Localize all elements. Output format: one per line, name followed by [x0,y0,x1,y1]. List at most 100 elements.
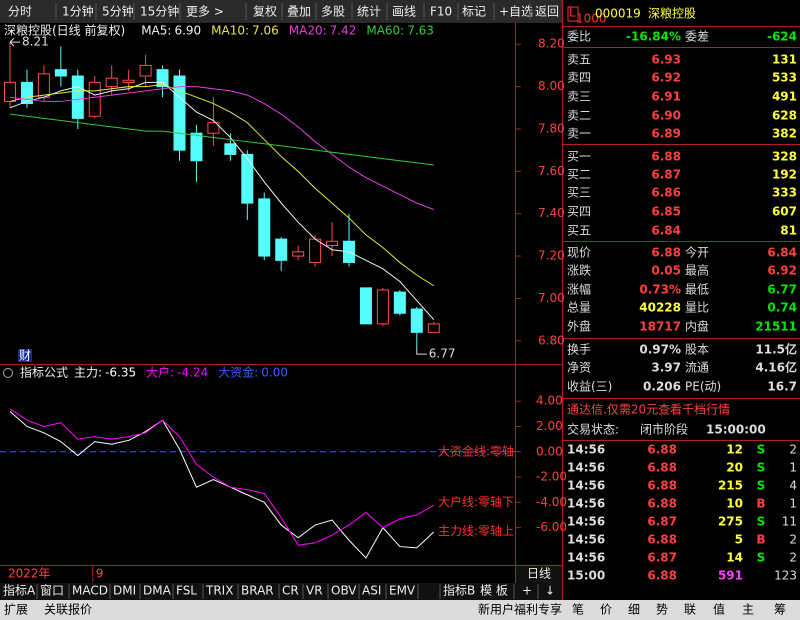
trade-side: S [757,461,766,475]
promo-link[interactable]: 新用户福利专享 [478,602,562,617]
indicator-value: -4.24 [177,366,208,380]
candle-body [207,122,220,134]
book-price: 6.89 [651,127,681,141]
trade-count: 1 [789,461,797,475]
trade-time: 14:56 [567,515,605,529]
indicator-tab[interactable]: CR [282,584,299,598]
y-tick-label: 8.20 [538,37,565,51]
indicator-note: 大资金线:零轴 [438,443,514,458]
field-value: 3.97 [651,361,681,375]
indicator-name: 主力: [74,366,102,380]
indicator-tab[interactable]: 窗口 [40,584,64,598]
toolbar-button[interactable]: 叠加 [287,5,311,19]
ma-name: MA20: [289,24,327,38]
toolbar-button[interactable]: 多股 [321,5,345,19]
annotation-arrow [9,37,20,47]
indicator-tab[interactable]: EMV [389,584,416,598]
marker-bg [18,349,32,362]
toolbar-button[interactable]: 1分钟 [62,4,94,19]
panel-button[interactable]: 笔 [572,602,584,617]
trade-time: 14:56 [567,461,605,475]
chart-title: 深粮控股(日线 前复权) [4,23,125,38]
toolbar-button[interactable]: 更多 > [186,5,224,19]
indicator-tab[interactable]: 指标B [443,583,475,598]
book-price: 6.85 [651,205,681,219]
field-label: 流通 [685,361,709,375]
bottom-tab[interactable]: 扩展 [4,603,28,617]
field-label: 委比 [567,30,591,44]
field-value: 4.16亿 [755,360,797,375]
period-button[interactable]: 日线 [527,567,551,581]
field-label: 现价 [567,246,591,260]
toolbar-button[interactable]: 标记 [462,5,486,19]
toolbar-button[interactable]: 统计 [357,5,381,19]
field-label: 换手 [567,343,591,357]
field-value: -624 [767,30,797,44]
book-volume: 131 [772,53,797,67]
field-label: 总量 [567,301,591,315]
candle-body [20,81,33,105]
promo-banner[interactable]: 通达信.仅需20元查看千档行情 [567,403,730,417]
indicator-tab[interactable]: ↓ [545,584,555,598]
field-label: 量比 [685,301,709,315]
panel-button[interactable]: 筹 [774,603,786,617]
y-tick-label: -4.00 [536,495,567,509]
trade-time: 14:56 [567,551,605,565]
panel-button[interactable]: 主 [742,603,754,617]
indicator-tab[interactable]: DMI [113,584,136,598]
field-value: 16.7 [767,380,797,394]
field-value: 6.77 [767,283,797,297]
indicator-tab[interactable]: + [522,584,532,598]
y-tick-label: 2.00 [536,419,563,433]
panel-button[interactable]: 价 [600,603,612,617]
indicator-tab[interactable]: BRAR [241,584,274,598]
status-value: 闭市阶段 [640,422,688,437]
toolbar-button[interactable]: 返回 [535,5,559,19]
candle-body [275,238,288,261]
period-button-bg[interactable] [516,566,562,583]
toolbar-button[interactable]: F10 [430,5,452,19]
candle-body [88,81,101,117]
field-label: 收益(三) [567,380,612,394]
trade-price: 6.88 [647,533,677,547]
book-label: 卖二 [567,109,591,123]
indicator-tab[interactable]: TRIX [205,584,233,598]
panel-button[interactable]: 细 [628,603,640,617]
bottom-tab[interactable]: 关联报价 [44,602,92,617]
indicator-tab[interactable]: 指标A [3,583,36,598]
candle-body [326,240,339,246]
ma-line [9,83,435,287]
trade-side: S [757,551,766,565]
indicator-tab[interactable]: ASI [362,584,381,598]
indicator-tab[interactable]: OBV [331,584,357,598]
toolbar-button[interactable]: 5分钟 [102,4,134,19]
panel-button[interactable]: 值 [713,602,725,617]
trade-side: S [757,443,766,457]
trade-price: 6.88 [647,497,677,511]
frame [0,0,800,600]
trade-volume: 215 [718,479,743,493]
x-axis-label: 9 [96,567,104,581]
indicator-tab[interactable]: 模 板 [480,584,508,598]
toolbar-button[interactable]: +自选 [499,5,533,19]
banner-bg[interactable] [563,399,800,420]
trade-time: 14:56 [567,533,605,547]
panel-button[interactable]: 联 [684,603,696,617]
trade-count: 1 [789,497,797,511]
indicator-tab[interactable]: FSL [176,584,197,598]
trade-time: 15:00 [567,569,605,583]
y-tick-label: 7.60 [538,164,565,178]
panel-button[interactable]: 势 [656,603,668,617]
field-value: 40228 [639,301,681,315]
ma-name: MA10: [211,24,249,38]
book-label: 卖一 [567,127,591,141]
indicator-tab[interactable]: MACD [72,584,108,598]
toolbar-button[interactable]: 15分钟 [140,4,179,19]
toolbar-button[interactable]: 分时 [8,5,32,19]
indicator-tab[interactable]: DMA [143,584,172,598]
status-label: 交易状态: [567,422,619,437]
indicator-tab[interactable]: VR [306,584,323,598]
toolbar-button[interactable]: 复权 [253,5,277,19]
toolbar-button[interactable]: 画线 [392,5,416,19]
